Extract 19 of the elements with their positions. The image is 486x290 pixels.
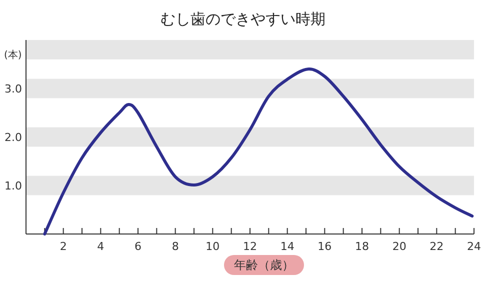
y-tick-label: 2.0 — [4, 131, 22, 144]
x-tick-label: 10 — [206, 240, 220, 253]
x-tick-label: 2 — [60, 240, 67, 253]
y-tick-label: 1.0 — [4, 180, 22, 192]
chart-title: むし歯のできやすい時期 — [160, 10, 326, 28]
x-tick-label: 24 — [467, 240, 481, 253]
x-tick-label: 6 — [134, 240, 142, 253]
y-tick-label: 3.0 — [4, 82, 22, 96]
x-tick-label: 14 — [280, 240, 294, 253]
x-tick-label: 18 — [355, 240, 369, 253]
x-tick-label: 20 — [392, 240, 406, 253]
x-tick-label: 16 — [318, 240, 332, 253]
x-tick-label: 4 — [97, 240, 104, 253]
x-axis-title: 年齢（歳） — [234, 258, 294, 272]
x-tick-label: 12 — [243, 240, 257, 253]
x-tick-label: 8 — [172, 240, 179, 253]
y-axis-title: (本) — [4, 49, 22, 61]
line-series — [43, 68, 474, 236]
x-tick-label: 22 — [430, 240, 444, 253]
